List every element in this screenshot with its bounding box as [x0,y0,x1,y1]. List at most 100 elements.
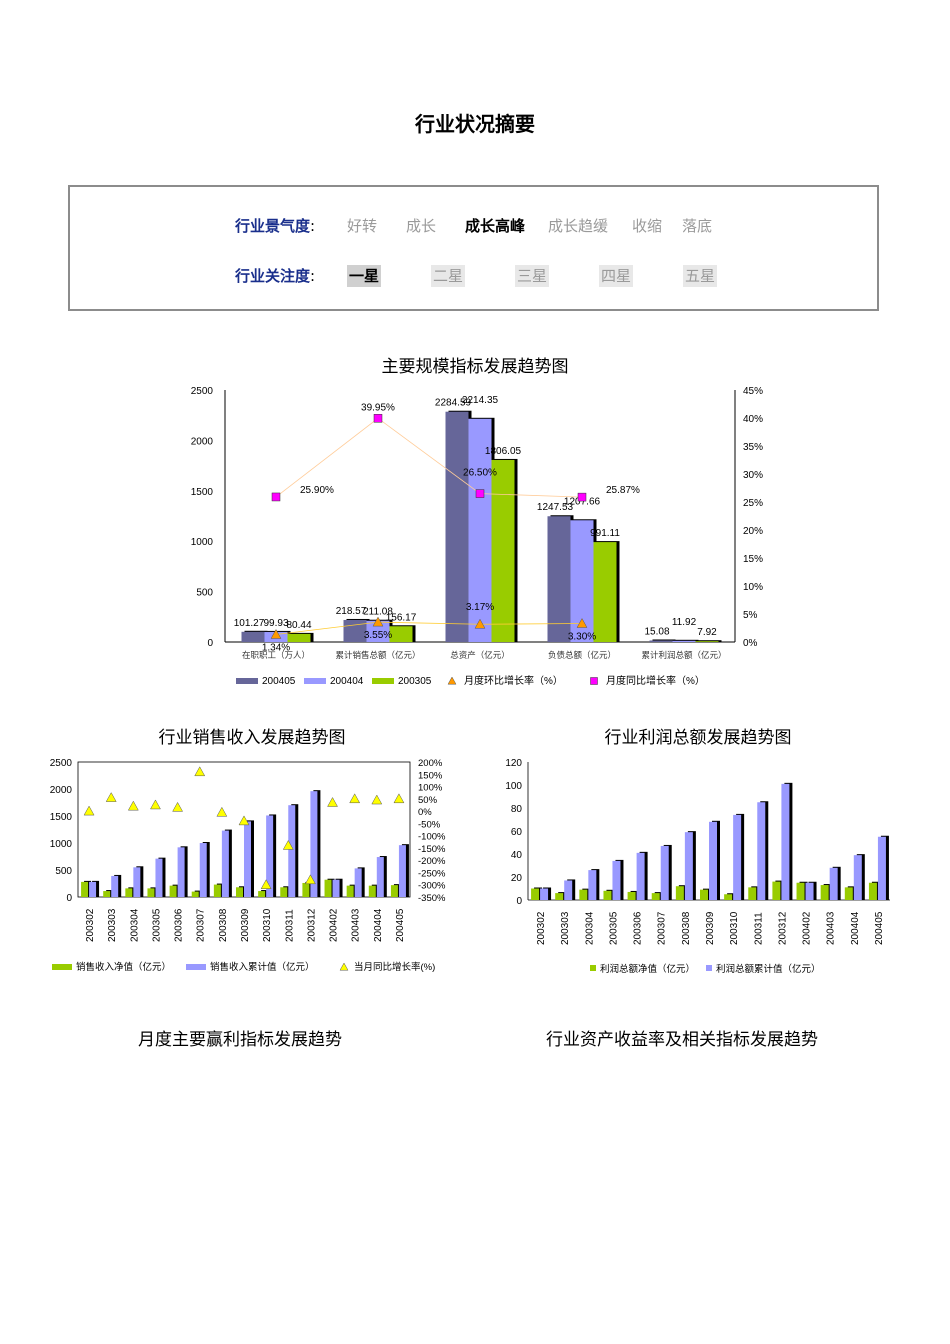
attention-option-3: 四星 [599,265,634,287]
sales-yoy-marker [150,799,161,810]
profit-x-tick-label: 200402 [802,911,813,945]
sales-bar-0-13 [368,885,376,897]
sales-yoy-marker [393,793,405,804]
main-y2-tick-label: 30% [743,470,763,481]
sales-legend-label-1: 销售收入累计值（亿元） [210,961,315,973]
sales-y-tick-label: 1000 [50,839,73,850]
main-bar-200404-4 [672,640,696,642]
sales-x-tick-label: 200309 [240,908,251,942]
profit-x-tick-label: 200311 [753,912,764,945]
profit-bar-1-11 [805,882,814,900]
main-y2-tick-label: 25% [743,498,763,509]
main-bar-200305-3 [593,542,617,642]
profit-bar-1-2 [588,870,597,900]
main-bar-200305-4-shadow [698,640,722,642]
sales-yoy-marker [371,794,383,805]
main-x-tick-label: 累计利润总额（亿元） [641,650,726,660]
main-x-tick-label: 负债总额（亿元） [548,650,616,660]
main-y-tick-label: 1500 [191,487,214,498]
profit-bar-0-0 [531,888,540,900]
profit-bar-1-5 [660,845,669,900]
profit-x-tick-label: 200302 [536,911,547,945]
profit-bar-0-10 [772,881,781,900]
sales-x-tick-label: 200308 [218,908,229,942]
climate-option-4: 收缩 [632,217,663,235]
main-bar-200405-4 [649,640,673,642]
profit-bar-0-11 [796,882,805,900]
sales-bar-0-5 [191,891,199,897]
main-legend-swatch-2 [372,678,394,684]
attention-option-1: 二星 [431,265,466,287]
main-mom-marker [474,618,486,629]
profit-bar-0-1 [555,893,564,900]
profit-y-tick-label: 80 [511,804,523,815]
main-y2-tick-label: 45% [743,386,763,397]
profit-bar-0-8 [724,894,733,900]
sales-bar-1-7 [244,821,251,897]
sales-y2-tick-label: -300% [418,881,446,892]
profit-bar-1-4 [636,852,645,900]
sales-bar-1-1 [111,875,119,897]
climate-label: 行业景气度 [235,217,311,235]
attention-row: 行业关注度: 一星 二星 三星 四星 五星 [235,265,718,287]
sales-bar-1-0 [89,881,97,897]
sales-yoy-marker [216,806,228,817]
main-mom-marker [372,616,384,627]
profit-bar-0-13 [844,887,853,900]
attention-option-2: 三星 [515,265,550,287]
sales-y-tick-label: 2000 [50,785,73,796]
sales-bar-0-12 [346,885,354,897]
sales-x-tick-label: 200403 [351,908,362,942]
main-bar-200404-1 [366,620,390,642]
sales-x-tick-label: 200306 [174,908,185,942]
sales-bar-0-1 [103,891,111,897]
sales-bar-0-3 [147,888,155,897]
sales-bar-1-14 [398,845,406,897]
main-legend-label-2: 200305 [398,676,432,687]
sales-x-tick-label: 200404 [373,908,384,942]
main-legend-swatch-0 [236,678,258,684]
main-data-label: 15.08 [644,626,669,637]
sales-bar-1-11 [332,879,340,897]
main-yoy-label: 26.50% [463,468,497,479]
sales-yoy-marker [282,839,294,850]
profit-y-tick-label: 120 [505,758,522,769]
profit-bar-0-6 [675,886,684,900]
sales-yoy-marker [83,805,95,816]
profit-y-tick-label: 0 [516,896,522,907]
main-legend-yoy-label: 月度同比增长率（%） [606,674,705,687]
sales-bar-0-11 [324,879,332,897]
sales-legend-swatch-1 [186,964,206,970]
main-data-label: 1247.53 [537,502,574,513]
climate-option-2: 成长高峰 [465,217,526,235]
sales-x-tick-label: 200303 [107,908,118,942]
main-y2-tick-label: 0% [743,638,758,649]
main-data-label: 7.92 [697,627,717,638]
sales-y2-tick-label: 150% [418,770,443,781]
sales-yoy-marker [260,879,272,889]
main-data-label: 101.27 [234,618,265,629]
profit-bar-0-9 [748,887,757,900]
profit-x-tick-label: 200309 [705,911,716,945]
sales-bar-0-8 [258,891,266,897]
sales-yoy-marker [304,874,316,885]
sales-x-tick-label: 200312 [306,908,317,942]
sales-y2-tick-label: 50% [418,795,438,806]
main-y-tick-label: 0 [207,638,213,649]
main-data-label: 99.93 [263,618,288,629]
sales-legend-label-2: 当月同比增长率(%) [354,961,435,973]
profit-legend-label-1: 利润总额累计值（亿元） [716,963,821,975]
profit-total-chart: 行业利润总额发展趋势图 0 20 40 60 80 100 120 200302 200303 2… [505,728,890,975]
main-y-tick-label: 2000 [191,436,214,447]
main-y2-tick-label: 35% [743,442,763,453]
sales-bar-0-7 [236,887,243,897]
profit-bar-1-13 [853,855,862,900]
profit-bar-0-7 [700,889,708,900]
sales-bar-0-9 [280,887,288,897]
main-mom-label: 3.30% [568,632,596,643]
sales-bar-0-2 [125,888,133,897]
main-y2-tick-label: 10% [743,582,763,593]
sales-yoy-marker [238,815,250,826]
climate-option-3: 成长趋缓 [548,217,609,235]
main-y2-tick-label: 20% [743,526,763,537]
